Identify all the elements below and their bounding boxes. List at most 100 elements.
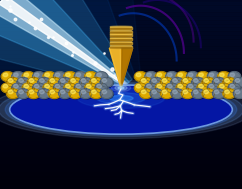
Ellipse shape — [166, 72, 178, 81]
Ellipse shape — [136, 73, 141, 77]
Ellipse shape — [178, 84, 182, 88]
Ellipse shape — [183, 90, 188, 94]
Ellipse shape — [64, 83, 76, 93]
Ellipse shape — [155, 83, 168, 93]
Ellipse shape — [162, 78, 174, 88]
Ellipse shape — [81, 78, 93, 88]
Bar — [0, 9, 242, 15]
Ellipse shape — [182, 78, 195, 88]
Ellipse shape — [100, 77, 113, 87]
Ellipse shape — [111, 84, 131, 92]
Ellipse shape — [110, 43, 132, 45]
Ellipse shape — [13, 73, 25, 82]
Bar — [0, 28, 242, 34]
Ellipse shape — [95, 72, 107, 81]
Ellipse shape — [34, 73, 39, 77]
Ellipse shape — [0, 83, 242, 137]
Bar — [0, 146, 242, 151]
Polygon shape — [0, 0, 127, 86]
Ellipse shape — [23, 73, 35, 82]
Ellipse shape — [233, 77, 242, 87]
Ellipse shape — [17, 89, 30, 98]
Ellipse shape — [29, 79, 34, 82]
Ellipse shape — [12, 83, 24, 93]
Ellipse shape — [32, 83, 45, 93]
Ellipse shape — [228, 72, 241, 81]
Bar — [0, 123, 242, 129]
Ellipse shape — [39, 90, 44, 94]
Ellipse shape — [192, 77, 204, 87]
Ellipse shape — [198, 73, 210, 82]
Ellipse shape — [22, 83, 35, 93]
Ellipse shape — [86, 84, 91, 88]
Bar — [0, 172, 242, 178]
Ellipse shape — [173, 90, 177, 94]
Bar — [0, 119, 242, 125]
Ellipse shape — [95, 83, 107, 93]
Bar — [0, 74, 242, 79]
Bar — [0, 81, 242, 87]
Ellipse shape — [192, 89, 204, 98]
Ellipse shape — [167, 73, 172, 77]
Ellipse shape — [141, 79, 146, 82]
Ellipse shape — [81, 79, 86, 82]
Ellipse shape — [69, 77, 82, 87]
Ellipse shape — [177, 73, 189, 82]
Ellipse shape — [110, 28, 132, 29]
Bar — [0, 112, 242, 117]
Ellipse shape — [59, 89, 71, 98]
Ellipse shape — [48, 77, 61, 87]
Ellipse shape — [234, 90, 242, 99]
Bar — [0, 66, 242, 72]
Ellipse shape — [118, 87, 124, 89]
Ellipse shape — [12, 72, 24, 81]
Ellipse shape — [230, 84, 234, 88]
Ellipse shape — [224, 78, 236, 88]
Ellipse shape — [209, 84, 214, 88]
Ellipse shape — [1, 72, 14, 81]
Ellipse shape — [7, 77, 19, 87]
Ellipse shape — [7, 89, 19, 98]
Ellipse shape — [86, 84, 98, 93]
Ellipse shape — [177, 84, 189, 93]
Ellipse shape — [146, 84, 158, 93]
Ellipse shape — [150, 89, 163, 98]
Ellipse shape — [49, 90, 61, 99]
Ellipse shape — [50, 79, 55, 82]
Ellipse shape — [109, 95, 133, 101]
Ellipse shape — [202, 89, 215, 98]
Ellipse shape — [147, 84, 151, 88]
Polygon shape — [0, 0, 126, 85]
Bar — [0, 149, 242, 155]
Ellipse shape — [197, 72, 210, 81]
Ellipse shape — [110, 45, 132, 46]
Ellipse shape — [1, 83, 14, 93]
Bar — [0, 115, 242, 121]
Bar — [0, 62, 242, 68]
Ellipse shape — [172, 90, 184, 99]
Ellipse shape — [8, 78, 20, 88]
Ellipse shape — [193, 78, 205, 88]
Ellipse shape — [3, 73, 15, 82]
Ellipse shape — [197, 83, 210, 93]
Ellipse shape — [229, 84, 241, 93]
Ellipse shape — [43, 83, 56, 93]
Bar — [0, 0, 242, 4]
Ellipse shape — [76, 73, 87, 82]
Ellipse shape — [66, 84, 70, 88]
Ellipse shape — [181, 89, 194, 98]
Ellipse shape — [19, 79, 23, 82]
Ellipse shape — [76, 84, 87, 93]
Ellipse shape — [60, 78, 72, 88]
Bar — [110, 46, 132, 48]
Ellipse shape — [55, 84, 67, 93]
Ellipse shape — [81, 90, 86, 94]
Ellipse shape — [182, 90, 195, 99]
Bar — [0, 127, 242, 132]
Ellipse shape — [146, 73, 158, 82]
Ellipse shape — [172, 78, 184, 88]
Bar — [0, 157, 242, 163]
Ellipse shape — [135, 72, 147, 81]
Bar — [0, 59, 242, 64]
Polygon shape — [0, 0, 136, 94]
